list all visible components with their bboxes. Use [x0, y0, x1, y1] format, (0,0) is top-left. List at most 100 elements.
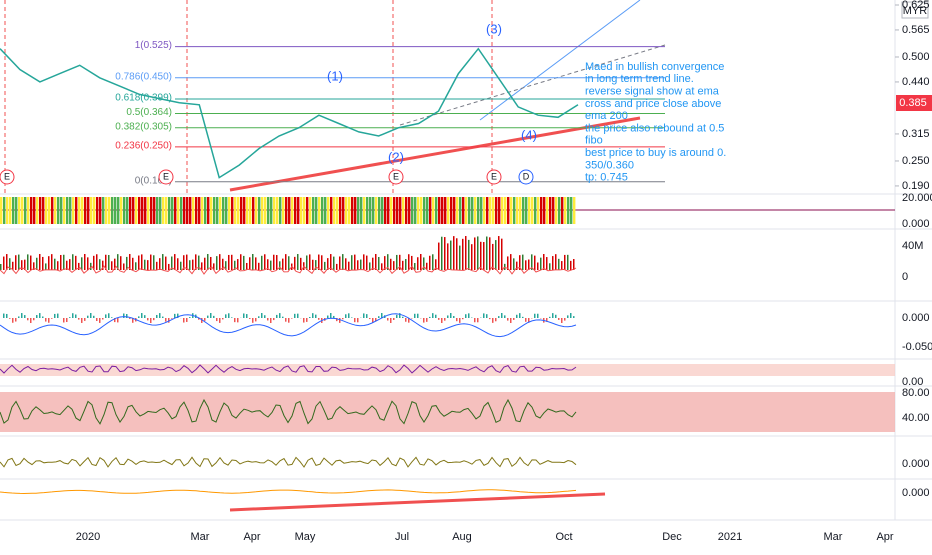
osc-bar [369, 197, 371, 224]
fib-label: 0.382(0.305) [115, 121, 172, 132]
volume-bar [486, 237, 488, 270]
osc-bar [84, 197, 86, 224]
osc-bar [384, 197, 386, 224]
osc-bar [213, 197, 215, 224]
hist-bar [537, 314, 539, 318]
volume-bar [0, 264, 2, 270]
osc-bar [255, 197, 257, 224]
hist-bar [435, 315, 437, 318]
osc-bar [423, 197, 425, 224]
osc-bar [492, 197, 494, 224]
volume-bar [174, 254, 176, 270]
osc-bar [495, 197, 497, 224]
volume-bar [489, 237, 491, 270]
osc-bar [354, 197, 356, 224]
osc-bar [267, 197, 269, 224]
volume-bar [501, 239, 503, 270]
volume-bar [405, 259, 407, 270]
osc-bar [348, 197, 350, 224]
volume-bar [285, 254, 287, 270]
hist-bar [243, 313, 245, 318]
wave-label: (1) [327, 68, 343, 83]
hist-bar [150, 318, 152, 323]
x-tick-label: Apr [243, 531, 260, 543]
osc-bar [450, 197, 452, 224]
x-tick-label: Mar [191, 531, 210, 543]
hist-bar [318, 318, 320, 320]
hist-bar [516, 315, 518, 318]
osc-bar [375, 197, 377, 224]
volume-bar [162, 254, 164, 270]
osc-bar [315, 197, 317, 224]
pane-tick-label: 40M [902, 240, 923, 252]
hist-bar [15, 318, 17, 322]
macd-line [0, 314, 576, 337]
pane-tick-label: 0.000 [902, 218, 930, 230]
volume-bar [447, 243, 449, 270]
osc-bar [87, 197, 89, 224]
volume-bar [96, 254, 98, 270]
osc-bar [279, 197, 281, 224]
osc-bar [243, 197, 245, 224]
osc-bar [276, 197, 278, 224]
osc-bar [9, 197, 11, 224]
osc-bar [147, 197, 149, 224]
osc-bar [417, 197, 419, 224]
hist-bar [285, 318, 287, 322]
hist-bar [276, 315, 278, 318]
osc-bar [111, 197, 113, 224]
osc-bar [333, 197, 335, 224]
hist-bar [270, 318, 272, 323]
hist-bar [213, 316, 215, 318]
osc-bar [438, 197, 440, 224]
hist-bar [519, 313, 521, 318]
volume-bar [336, 264, 338, 270]
volume-bar [558, 259, 560, 270]
osc-bar [15, 197, 17, 224]
y-tick-label: 0.315 [902, 128, 930, 140]
hist-bar [159, 313, 161, 318]
osc-bar [210, 197, 212, 224]
osc-bar [72, 197, 74, 224]
osc-bar [102, 197, 104, 224]
hist-bar [96, 318, 98, 321]
fib-label: 0.236(0.250) [115, 140, 172, 151]
hist-bar [567, 315, 569, 318]
hist-bar [9, 318, 11, 319]
hist-bar [117, 318, 119, 322]
x-tick-label: 2021 [718, 531, 742, 543]
osc-bar [444, 197, 446, 224]
hist-bar [84, 318, 86, 321]
hist-bar [261, 313, 263, 318]
hist-bar [483, 313, 485, 318]
hist-bar [549, 317, 551, 318]
hist-bar [393, 318, 395, 320]
osc-bar [426, 197, 428, 224]
osc-bar [258, 197, 260, 224]
osc-bar [168, 197, 170, 224]
volume-bar [351, 255, 353, 270]
hist-bar [147, 318, 149, 320]
volume-bar [543, 254, 545, 270]
hist-bar [99, 318, 101, 323]
osc-bar [555, 197, 557, 224]
osc-bar [186, 197, 188, 224]
hist-bar [48, 318, 50, 323]
pane-tick-label: 0.000 [902, 312, 930, 324]
osc-bar [570, 197, 572, 224]
osc-bar [528, 197, 530, 224]
x-tick-label: May [295, 531, 316, 543]
osc-bar [567, 197, 569, 224]
volume-bar [384, 256, 386, 270]
volume-bar [123, 263, 125, 270]
band [0, 364, 895, 376]
volume-bar [363, 254, 365, 270]
volume-bar [360, 260, 362, 270]
osc-bar [48, 197, 50, 224]
osc-bar [501, 197, 503, 224]
pane-tick-label: 0 [902, 271, 908, 283]
y-tick-label: 0.190 [902, 180, 930, 192]
osc-bar [177, 197, 179, 224]
osc-bar [288, 197, 290, 224]
volume-bar [510, 254, 512, 270]
